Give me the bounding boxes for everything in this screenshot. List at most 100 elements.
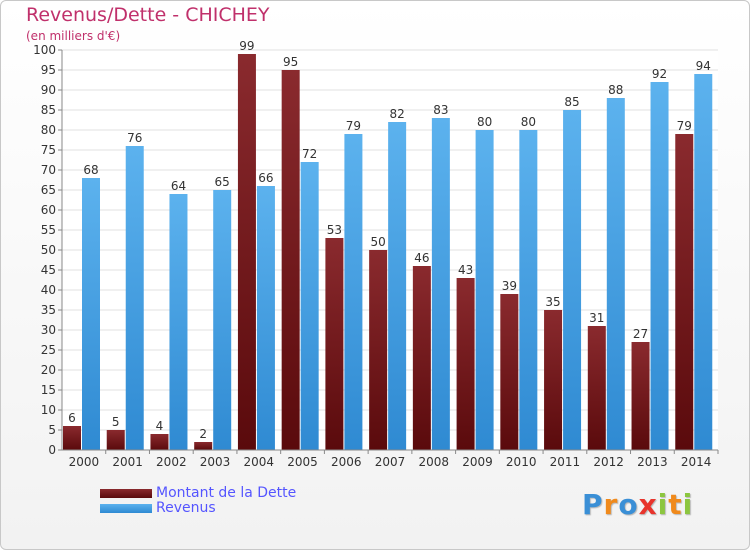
data-label-revenus: 64 bbox=[171, 179, 186, 193]
legend-swatch-revenus bbox=[100, 504, 152, 513]
bar-revenus bbox=[388, 122, 407, 450]
y-tick-label: 5 bbox=[48, 423, 56, 437]
data-label-revenus: 68 bbox=[83, 163, 98, 177]
data-label-debt: 31 bbox=[589, 311, 604, 325]
x-tick-label: 2012 bbox=[593, 455, 624, 469]
bar-revenus bbox=[606, 98, 625, 450]
bar-debt bbox=[675, 134, 694, 450]
y-tick-label: 10 bbox=[41, 403, 56, 417]
data-label-debt: 5 bbox=[112, 415, 120, 429]
bar-revenus bbox=[475, 130, 494, 450]
x-tick-label: 2005 bbox=[287, 455, 318, 469]
bar-revenus bbox=[694, 74, 713, 450]
bar-revenus bbox=[650, 82, 669, 450]
data-label-revenus: 88 bbox=[608, 83, 623, 97]
data-label-debt: 35 bbox=[545, 295, 560, 309]
data-label-debt: 43 bbox=[458, 263, 473, 277]
y-tick-label: 35 bbox=[41, 303, 56, 317]
y-tick-label: 15 bbox=[41, 383, 56, 397]
y-tick-label: 100 bbox=[33, 43, 56, 57]
y-tick-label: 25 bbox=[41, 343, 56, 357]
logo-letter: r bbox=[603, 488, 619, 521]
bar-debt bbox=[456, 278, 475, 450]
data-label-revenus: 76 bbox=[127, 131, 142, 145]
data-label-revenus: 80 bbox=[477, 115, 492, 129]
y-tick-label: 90 bbox=[41, 83, 56, 97]
y-tick-label: 55 bbox=[41, 223, 56, 237]
data-label-revenus: 83 bbox=[433, 103, 448, 117]
logo-letter: o bbox=[618, 488, 639, 521]
bar-debt bbox=[544, 310, 563, 450]
legend-swatch-debt bbox=[100, 489, 152, 498]
x-tick-label: 2008 bbox=[418, 455, 449, 469]
data-label-debt: 2 bbox=[199, 427, 207, 441]
bar-revenus bbox=[169, 194, 188, 450]
x-tick-label: 2000 bbox=[69, 455, 100, 469]
y-tick-label: 30 bbox=[41, 323, 56, 337]
y-tick-label: 80 bbox=[41, 123, 56, 137]
bar-debt bbox=[325, 238, 344, 450]
x-tick-label: 2009 bbox=[462, 455, 493, 469]
bar-debt bbox=[63, 426, 81, 450]
x-tick-label: 2004 bbox=[244, 455, 275, 469]
data-label-revenus: 65 bbox=[215, 175, 230, 189]
data-label-revenus: 92 bbox=[652, 67, 667, 81]
bar-revenus bbox=[256, 186, 275, 450]
x-tick-label: 2010 bbox=[506, 455, 537, 469]
y-tick-label: 75 bbox=[41, 143, 56, 157]
data-label-debt: 79 bbox=[677, 119, 692, 133]
x-tick-label: 2006 bbox=[331, 455, 362, 469]
data-label-debt: 27 bbox=[633, 327, 648, 341]
data-label-debt: 4 bbox=[156, 419, 164, 433]
y-tick-label: 20 bbox=[41, 363, 56, 377]
legend-label-revenus: Revenus bbox=[156, 500, 216, 516]
chart-subtitle: (en milliers d'€) bbox=[26, 29, 121, 43]
bar-debt bbox=[587, 326, 606, 450]
data-label-revenus: 72 bbox=[302, 147, 317, 161]
data-label-revenus: 66 bbox=[258, 171, 273, 185]
data-label-debt: 46 bbox=[414, 251, 429, 265]
data-label-debt: 6 bbox=[68, 411, 76, 425]
bar-debt bbox=[194, 442, 213, 450]
bar-revenus bbox=[519, 130, 538, 450]
bar-debt bbox=[369, 250, 388, 450]
logo-letter: x bbox=[638, 488, 658, 521]
bar-revenus bbox=[125, 146, 144, 450]
data-label-revenus: 85 bbox=[564, 95, 579, 109]
y-tick-label: 40 bbox=[41, 283, 56, 297]
data-label-revenus: 82 bbox=[389, 107, 404, 121]
bar-debt bbox=[631, 342, 650, 450]
bar-revenus bbox=[300, 162, 319, 450]
logo-letter: i bbox=[682, 488, 694, 521]
bar-debt bbox=[150, 434, 169, 450]
y-tick-label: 70 bbox=[41, 163, 56, 177]
bar-debt bbox=[237, 54, 256, 450]
y-tick-label: 0 bbox=[48, 443, 56, 457]
data-label-revenus: 94 bbox=[696, 59, 711, 73]
y-tick-label: 85 bbox=[41, 103, 56, 117]
data-label-debt: 95 bbox=[283, 55, 298, 69]
x-tick-label: 2007 bbox=[375, 455, 406, 469]
y-tick-label: 50 bbox=[41, 243, 56, 257]
y-tick-label: 65 bbox=[41, 183, 56, 197]
bar-debt bbox=[106, 430, 125, 450]
logo-letter: P bbox=[582, 488, 604, 521]
data-label-debt: 53 bbox=[327, 223, 342, 237]
data-label-revenus: 79 bbox=[346, 119, 361, 133]
bar-revenus bbox=[344, 134, 363, 450]
bar-revenus bbox=[563, 110, 582, 450]
chart-title: Revenus/Dette - CHICHEY bbox=[26, 4, 270, 26]
legend-label-debt: Montant de la Dette bbox=[156, 485, 297, 501]
bar-debt bbox=[412, 266, 431, 450]
data-label-debt: 99 bbox=[239, 39, 254, 53]
bar-debt bbox=[281, 70, 300, 450]
x-tick-label: 2014 bbox=[681, 455, 712, 469]
x-tick-label: 2002 bbox=[156, 455, 187, 469]
y-tick-label: 60 bbox=[41, 203, 56, 217]
bar-revenus bbox=[431, 118, 450, 450]
x-tick-label: 2003 bbox=[200, 455, 231, 469]
data-label-debt: 50 bbox=[370, 235, 385, 249]
logo-letter: i bbox=[657, 488, 669, 521]
y-tick-label: 45 bbox=[41, 263, 56, 277]
